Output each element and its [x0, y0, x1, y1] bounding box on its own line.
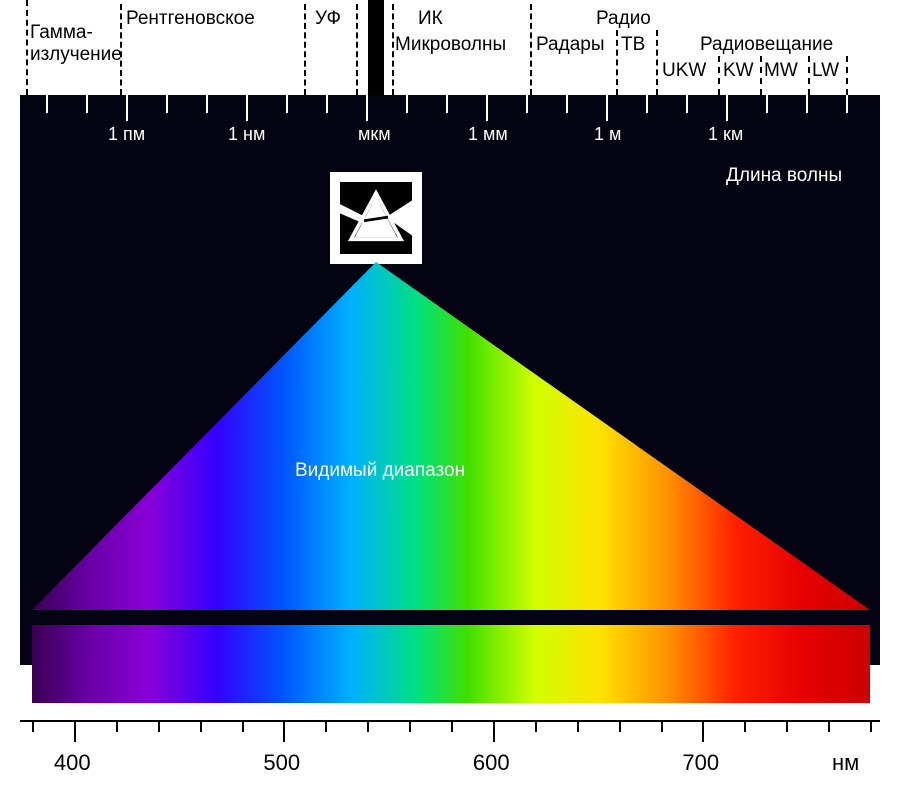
spectrum-bar	[32, 625, 870, 703]
spectrum-diagram: Длина волны	[0, 0, 900, 793]
visible-range-label: Видимый диапазон	[295, 460, 465, 482]
fan-bar-separator	[20, 614, 880, 625]
